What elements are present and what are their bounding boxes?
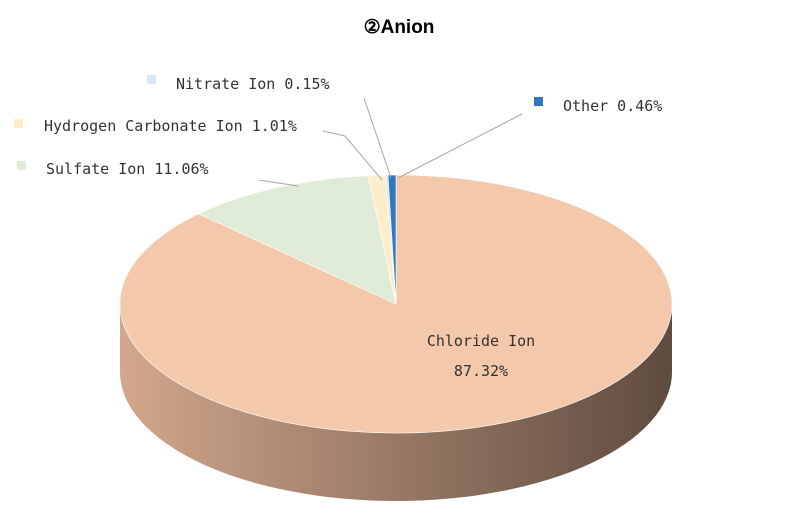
leader-line-sulfate-ion [258, 179, 299, 187]
legend-key-other [534, 97, 543, 106]
data-label-nitrate-ion: Nitrate Ion 0.15% [176, 75, 330, 93]
leader-line-nitrate-ion [363, 97, 392, 179]
leader-line-other [397, 113, 523, 179]
label-layer: Chloride Ion 87.32% Sulfate Ion 11.06% Hydr… [14, 75, 662, 380]
legend-key-sulfate-ion [17, 161, 26, 170]
chart-title: ②Anion [364, 17, 435, 38]
data-label-chloride-ion-value: 87.32% [454, 362, 508, 380]
pie-slice-other [387, 174, 397, 305]
pie-slice-sulfate-ion [197, 175, 397, 305]
data-label-hydrogen-carbonate-ion: Hydrogen Carbonate Ion 1.01% [44, 117, 297, 135]
pie-layer [119, 174, 673, 501]
data-label-chloride-ion: Chloride Ion [427, 332, 535, 350]
legend-key-nitrate-ion [147, 75, 156, 84]
leader-line-hydrogen-carbonate-ion [322, 130, 383, 181]
data-label-other: Other 0.46% [563, 97, 662, 115]
legend-key-hydrogen-carbonate-ion [14, 119, 23, 128]
data-label-sulfate-ion: Sulfate Ion 11.06% [46, 160, 209, 178]
pie-side-wall [120, 304, 672, 501]
